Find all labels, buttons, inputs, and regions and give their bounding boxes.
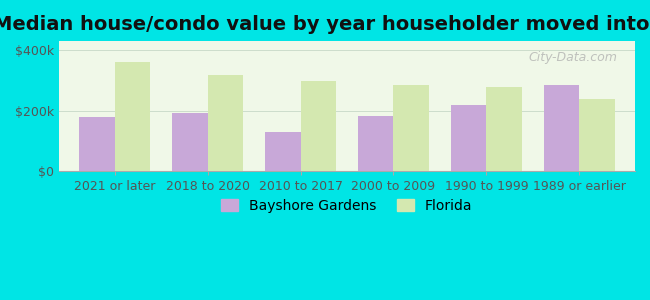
Bar	[115, 61, 150, 171]
Bar	[207, 75, 243, 171]
Bar	[393, 85, 429, 171]
Bar	[172, 113, 207, 171]
Legend: Bayshore Gardens, Florida: Bayshore Gardens, Florida	[216, 194, 478, 218]
Bar	[265, 132, 300, 171]
Bar	[451, 105, 486, 171]
Text: City-Data.com: City-Data.com	[529, 52, 617, 64]
Bar	[486, 87, 522, 171]
Bar	[79, 117, 115, 171]
Bar	[300, 81, 336, 171]
Title: Median house/condo value by year householder moved into unit: Median house/condo value by year househo…	[0, 15, 650, 34]
Bar	[358, 116, 393, 171]
Bar	[544, 85, 579, 171]
Bar	[579, 99, 614, 171]
